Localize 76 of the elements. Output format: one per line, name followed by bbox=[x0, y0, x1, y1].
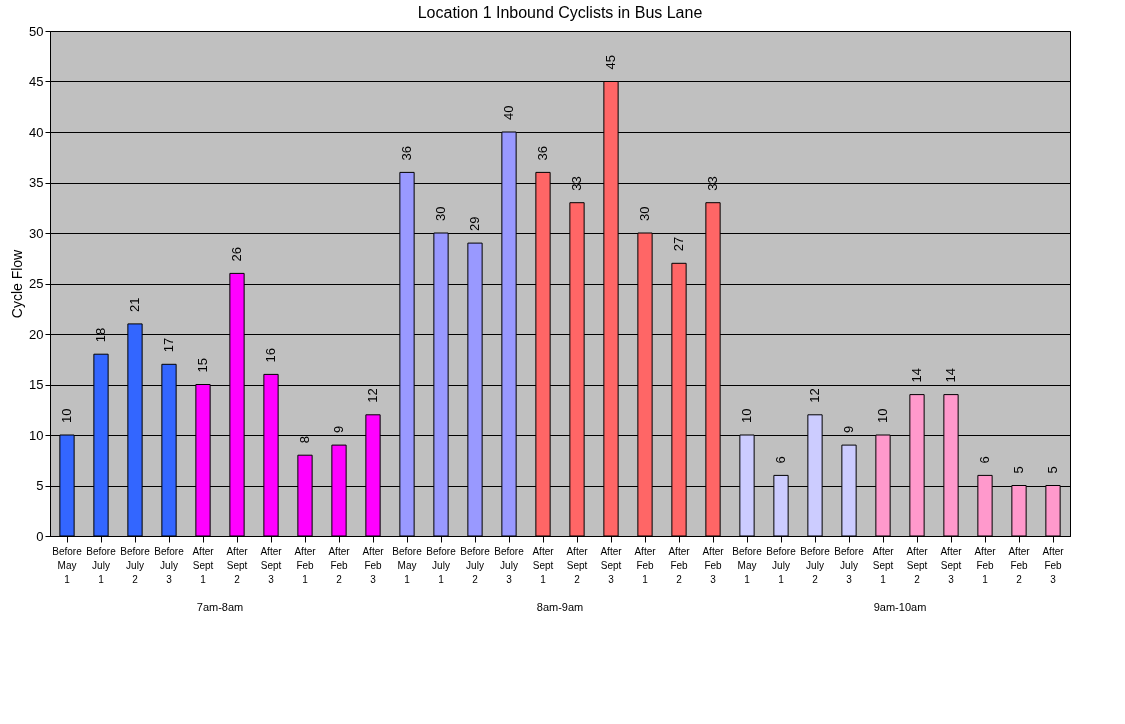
x-tick-label: After Feb 2 bbox=[1008, 545, 1031, 585]
data-label: 6 bbox=[977, 456, 992, 464]
x-tick-label: After Feb 1 bbox=[634, 545, 657, 585]
data-label: 15 bbox=[195, 358, 210, 373]
y-tick-label: 25 bbox=[29, 276, 44, 291]
data-label: 33 bbox=[569, 176, 584, 191]
data-label: 9 bbox=[841, 425, 856, 434]
x-tick-label: After Sept 2 bbox=[566, 545, 589, 585]
data-label: 40 bbox=[501, 105, 516, 120]
x-tick-label: Before May 1 bbox=[392, 545, 423, 585]
data-label: 33 bbox=[705, 176, 720, 191]
data-label: 27 bbox=[671, 236, 686, 252]
data-label: 30 bbox=[433, 206, 448, 221]
data-label: 6 bbox=[773, 456, 788, 464]
x-tick-label: Before July 3 bbox=[494, 545, 525, 585]
data-label: 29 bbox=[467, 216, 482, 232]
y-tick-label: 35 bbox=[29, 175, 44, 190]
data-label: 30 bbox=[637, 206, 652, 221]
data-label: 18 bbox=[93, 327, 108, 343]
x-tick-label: Before July 2 bbox=[120, 545, 151, 585]
data-label: 5 bbox=[1011, 466, 1026, 474]
x-tick-label: After Sept 3 bbox=[600, 545, 623, 585]
x-tick-label: After Sept 1 bbox=[532, 545, 555, 585]
y-tick-label: 15 bbox=[29, 377, 44, 392]
x-tick-label: After Sept 1 bbox=[192, 545, 215, 585]
text: 7am-8am bbox=[196, 601, 244, 613]
x-tick-label: After Feb 3 bbox=[702, 545, 725, 585]
x-tick-label: Before July 3 bbox=[154, 545, 185, 585]
x-tick-label: Before July 1 bbox=[766, 545, 797, 585]
data-label: 12 bbox=[365, 388, 380, 403]
y-tick-label: 10 bbox=[29, 427, 44, 443]
data-label: 8 bbox=[297, 435, 312, 444]
data-label: 10 bbox=[875, 408, 890, 423]
text: 9am-10am bbox=[873, 601, 927, 613]
y-tick-label: 40 bbox=[29, 124, 44, 140]
x-tick-label: After Feb 2 bbox=[668, 545, 691, 585]
data-label: 36 bbox=[399, 145, 414, 161]
x-tick-label: After Feb 3 bbox=[362, 545, 385, 585]
x-tick-label: After Sept 3 bbox=[260, 545, 283, 585]
x-tick-label: Before July 3 bbox=[834, 545, 865, 585]
y-tick-label: 0 bbox=[36, 528, 44, 544]
x-tick-label: Before July 1 bbox=[86, 545, 117, 585]
x-tick-label: Before July 1 bbox=[426, 545, 457, 585]
x-tick-label: Before May 1 bbox=[732, 545, 763, 585]
y-tick-label: 5 bbox=[36, 478, 44, 493]
data-label: 16 bbox=[263, 347, 278, 363]
data-label: 21 bbox=[127, 297, 142, 312]
y-axis-title: Cycle Flow bbox=[9, 248, 26, 319]
x-tick-label: After Feb 2 bbox=[328, 545, 351, 585]
data-label: 45 bbox=[603, 55, 618, 70]
x-tick-label: Before May 1 bbox=[52, 545, 83, 585]
x-tick-label: After Feb 1 bbox=[294, 545, 317, 585]
y-tick-label: 50 bbox=[29, 23, 44, 39]
x-tick-label: After Sept 3 bbox=[940, 545, 963, 585]
y-tick-label: 30 bbox=[29, 225, 44, 241]
data-label: 10 bbox=[59, 408, 74, 423]
chart-title: Location 1 Inbound Cyclists in Bus Lane bbox=[417, 4, 703, 21]
data-label: 12 bbox=[807, 388, 822, 403]
x-tick-label: After Feb 1 bbox=[974, 545, 997, 585]
data-label: 36 bbox=[535, 145, 550, 161]
x-tick-label: After Sept 2 bbox=[906, 545, 929, 585]
y-tick-label: 45 bbox=[29, 74, 44, 89]
text: 8am-9am bbox=[536, 601, 584, 613]
x-tick-label: Before July 2 bbox=[800, 545, 831, 585]
data-label: 17 bbox=[161, 337, 176, 353]
data-label: 14 bbox=[943, 368, 958, 383]
data-label: 26 bbox=[229, 246, 244, 262]
y-tick-label: 20 bbox=[29, 326, 44, 342]
data-label: 10 bbox=[739, 408, 754, 423]
x-tick-label: After Sept 1 bbox=[872, 545, 895, 585]
x-tick-label: After Feb 3 bbox=[1042, 545, 1065, 585]
data-label: 5 bbox=[1045, 466, 1060, 474]
x-tick-label: Before July 2 bbox=[460, 545, 491, 585]
data-label: 9 bbox=[331, 425, 346, 434]
data-label: 14 bbox=[909, 368, 924, 383]
x-tick-label: After Sept 2 bbox=[226, 545, 249, 585]
